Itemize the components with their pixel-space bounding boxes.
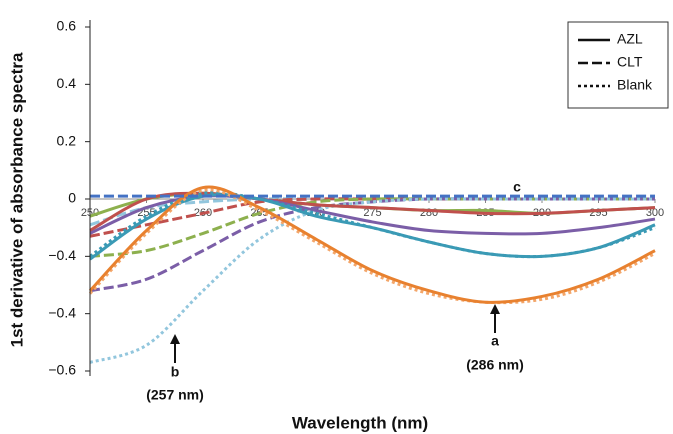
series-line: [88, 188, 656, 305]
y-tick-label: 0.2: [57, 132, 77, 148]
annotation: c: [513, 179, 521, 195]
y-tick-label: −0.6: [48, 362, 76, 378]
legend-box: [567, 21, 669, 109]
legend: AZL CLT Blank: [578, 31, 653, 93]
plot-area: 250 255 260 265 270 275 280 285 290 295 300: [81, 185, 664, 364]
y-tick-label: 0: [68, 190, 76, 206]
arrow-head: [170, 334, 180, 344]
series-line: [89, 197, 655, 293]
legend-label: Blank: [617, 77, 653, 93]
legend-label: CLT: [617, 54, 643, 70]
y-axis-label: 1st derivative of absorbance spectra: [7, 52, 26, 347]
y-tick-label: −0.4: [48, 247, 76, 263]
x-tick-label: 275: [363, 207, 381, 219]
y-tick-label: 0.6: [57, 18, 77, 34]
x-axis-label: Wavelength (nm): [292, 413, 428, 432]
x-tick-label: 300: [646, 207, 664, 219]
annotation: a: [491, 333, 499, 349]
arrow-head: [490, 304, 500, 314]
legend-label: AZL: [617, 31, 643, 47]
annotation: (286 nm): [466, 357, 524, 373]
y-tick-label: 0.4: [57, 75, 77, 91]
y-tick-label: −0.4: [48, 304, 76, 320]
series-line: [89, 191, 656, 232]
series-line: [89, 197, 655, 238]
annotation: (257 nm): [146, 387, 204, 403]
series-line: [88, 185, 656, 304]
series-line: [89, 194, 656, 236]
annotations: a (286 nm) b (257 nm) c: [146, 179, 524, 403]
annotation: b: [171, 364, 180, 380]
